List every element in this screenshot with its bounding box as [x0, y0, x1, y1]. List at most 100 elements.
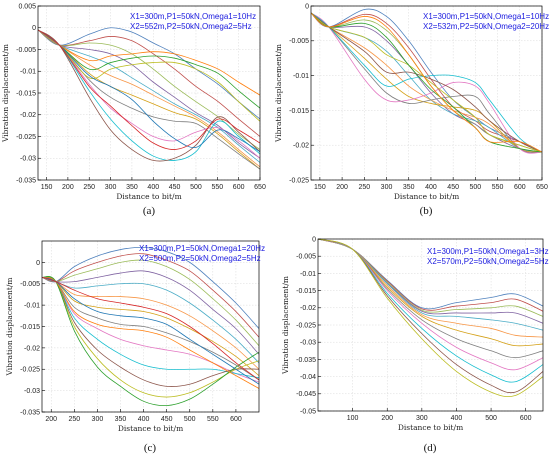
- x-tick-label: 150: [41, 184, 53, 191]
- y-tick-label: -0.03: [24, 388, 40, 395]
- x-tick-label: 500: [485, 415, 497, 422]
- panel-label: (b): [420, 205, 433, 217]
- y-tick-label: -0.005: [20, 281, 40, 288]
- y-tick-label: -0.035: [20, 409, 40, 416]
- y-tick-label: -0.01: [20, 69, 36, 76]
- series-line-4: [42, 270, 259, 355]
- x-tick-label: 200: [45, 416, 57, 423]
- x-tick-label: 600: [514, 184, 526, 191]
- y-tick-label: 0: [312, 236, 316, 243]
- chart-panel-3: 200 250 300 350 400 450 500 550 600 0 -0.005 -0.01 -…: [5, 240, 265, 454]
- series-line-15: [42, 276, 259, 385]
- series-line-8: [311, 12, 542, 153]
- series-line-16: [38, 29, 260, 150]
- panel-label: (d): [424, 442, 437, 454]
- x-tick-label: 450: [447, 184, 459, 191]
- series-line-6: [38, 29, 260, 168]
- x-tick-label: 150: [314, 184, 326, 191]
- y-tick-label: -0.015: [20, 324, 40, 331]
- series-line-13: [42, 276, 259, 407]
- x-tick-label: 400: [138, 416, 150, 423]
- chart-panel-1: 150 200 250 300 350 400 450 500 550 600 650 0.005 0 -…: [1, 3, 266, 217]
- y-tick-label: -0.05: [300, 408, 316, 415]
- x-tick-label: 550: [207, 416, 219, 423]
- y-axis-title: Vibration displacement/m: [5, 277, 14, 376]
- x-tick-label: 650: [536, 184, 548, 191]
- series-line-14: [42, 276, 259, 389]
- y-tick-label: -0.01: [293, 73, 309, 80]
- x-tick-label: 200: [336, 184, 348, 191]
- x-tick-label: 400: [425, 184, 437, 191]
- y-tick-label: -0.025: [289, 177, 309, 184]
- x-tick-label: 300: [92, 416, 104, 423]
- x-tick-label: 400: [147, 184, 159, 191]
- series-line-11: [311, 12, 542, 153]
- x-axis-title: Distance to bit/m: [116, 192, 181, 201]
- x-tick-label: 400: [451, 415, 463, 422]
- series-line-15: [38, 29, 260, 153]
- y-axis-title: Vibration displacement/m: [274, 44, 283, 143]
- y-tick-label: -0.035: [296, 357, 316, 364]
- series-line-1: [42, 246, 259, 329]
- y-tick-label: -0.015: [16, 90, 36, 97]
- x-tick-label: 300: [381, 184, 393, 191]
- x-tick-label: 200: [381, 415, 393, 422]
- y-tick-label: -0.015: [289, 108, 309, 115]
- y-tick-label: -0.025: [296, 322, 316, 329]
- series-line-1: [311, 8, 542, 153]
- legend-line-2: X2=532m,P2=50kN,Omega2=20Hz: [423, 22, 549, 31]
- series-line-8: [42, 276, 259, 381]
- x-tick-label: 200: [62, 184, 74, 191]
- series-line-7: [311, 12, 542, 153]
- series-line-9: [38, 29, 260, 159]
- series-line-13: [311, 12, 542, 153]
- panel-label: (a): [143, 205, 156, 217]
- series-line-1: [38, 27, 260, 120]
- legend-line-1: X1=300m,P1=50kN,Omega1=10Hz: [130, 12, 256, 21]
- y-tick-label: -0.015: [296, 288, 316, 295]
- x-tick-label: 250: [83, 184, 95, 191]
- y-tick-label: -0.01: [300, 271, 316, 278]
- series-line-12: [42, 276, 259, 398]
- x-tick-label: 550: [211, 184, 223, 191]
- legend-line-2: X2=500m,P2=50kN,Omega2=5Hz: [139, 254, 261, 263]
- y-tick-label: -0.02: [24, 345, 40, 352]
- series-line-11: [42, 276, 259, 387]
- series-line-6: [42, 276, 259, 370]
- series-line-10: [311, 12, 542, 153]
- x-axis-title: Distance to bit/m: [394, 192, 459, 201]
- x-tick-label: 250: [68, 416, 80, 423]
- x-tick-label: 300: [105, 184, 117, 191]
- x-axis-title: Distance to bit/m: [398, 423, 463, 432]
- x-tick-label: 600: [520, 415, 532, 422]
- x-tick-label: 300: [416, 415, 428, 422]
- series-line-14: [38, 29, 260, 96]
- x-tick-label: 350: [126, 184, 138, 191]
- y-tick-label: -0.03: [300, 340, 316, 347]
- panel-label: (c): [144, 442, 157, 454]
- legend-line-1: X1=300m,P1=50kN,Omega1=20Hz: [139, 244, 265, 253]
- y-tick-label: -0.02: [293, 143, 309, 150]
- x-tick-label: 450: [161, 416, 173, 423]
- legend-line-2: X2=552m,P2=50kN,Omega2=5Hz: [130, 22, 252, 31]
- x-tick-label: 550: [492, 184, 504, 191]
- chart-panel-2: 150 200 250 300 350 400 450 500 550 600 650 0 -0.005…: [274, 3, 549, 217]
- y-tick-label: -0.02: [300, 305, 316, 312]
- series-line-12: [318, 239, 543, 398]
- series-line-7: [38, 29, 260, 170]
- y-tick-label: -0.03: [20, 156, 36, 163]
- series-line-10: [42, 276, 259, 379]
- series-line-12: [311, 12, 542, 153]
- legend-line-1: X1=300m,P1=50kN,Omega1=3Hz: [427, 247, 549, 256]
- x-tick-label: 600: [230, 416, 242, 423]
- y-tick-label: -0.005: [289, 38, 309, 45]
- y-tick-label: -0.04: [300, 374, 316, 381]
- y-axis-title: Vibration displacement/m: [1, 44, 10, 143]
- x-tick-label: 350: [403, 184, 415, 191]
- series-line-9: [42, 276, 259, 383]
- series-line-16: [42, 276, 259, 381]
- series-line-13: [38, 29, 260, 109]
- x-tick-label: 500: [470, 184, 482, 191]
- x-tick-label: 500: [184, 416, 196, 423]
- legend-line-1: X1=300m,P1=50kN,Omega1=10Hz: [423, 12, 549, 21]
